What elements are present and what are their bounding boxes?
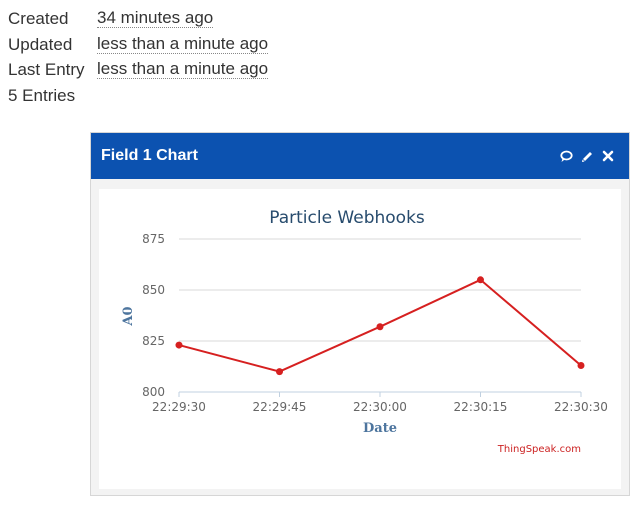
y-tick-label: 850	[142, 283, 165, 297]
x-tick-label: 22:30:00	[353, 400, 407, 414]
field-1-chart-panel: Field 1 Chart Particl	[90, 132, 630, 496]
chart-title: Particle Webhooks	[269, 208, 425, 228]
chart-area: Particle Webhooks 800 825 850 875 22:29:30 2…	[99, 189, 621, 489]
data-point[interactable]	[376, 323, 384, 331]
line-chart: Particle Webhooks 800 825 850 875 22:29:30 2…	[121, 208, 608, 455]
data-point[interactable]	[175, 341, 183, 349]
credit-link[interactable]: ThingSpeak.com	[497, 444, 581, 455]
x-tick-label: 22:30:30	[554, 400, 608, 414]
data-point[interactable]	[577, 361, 585, 369]
x-tick-label: 22:30:15	[454, 400, 508, 414]
channel-info: Created 34 minutes ago Updated less than…	[8, 6, 269, 109]
data-point[interactable]	[477, 276, 484, 284]
comment-icon[interactable]	[559, 149, 573, 163]
updated-label: Updated	[8, 34, 73, 54]
close-icon[interactable]	[601, 149, 615, 163]
created-label: Created	[8, 9, 69, 28]
data-point[interactable]	[276, 368, 283, 376]
created-value: 34 minutes ago	[97, 8, 214, 28]
y-tick-label: 875	[142, 232, 165, 246]
entries-count: 5 Entries	[8, 85, 76, 105]
pencil-icon[interactable]	[580, 149, 594, 163]
panel-header: Field 1 Chart	[91, 133, 629, 179]
panel-tools	[559, 147, 615, 165]
updated-value: less than a minute ago	[97, 33, 269, 54]
last-entry-value: less than a minute ago	[97, 59, 269, 79]
updated-row: Updated less than a minute ago	[8, 32, 269, 58]
entries-row: 5 Entries	[8, 83, 268, 109]
x-tick-label: 22:29:30	[152, 400, 206, 414]
x-tick-label: 22:29:45	[253, 400, 307, 414]
last-entry-label: Last Entry	[8, 60, 85, 79]
created-row: Created 34 minutes ago	[8, 6, 268, 32]
y-tick-label: 825	[142, 334, 165, 348]
panel-title: Field 1 Chart	[101, 147, 198, 164]
x-axis-label: Date	[363, 421, 397, 436]
last-entry-row: Last Entry less than a minute ago	[8, 57, 269, 83]
y-tick-label: 800	[142, 385, 165, 399]
y-axis-label: A0	[121, 306, 136, 326]
